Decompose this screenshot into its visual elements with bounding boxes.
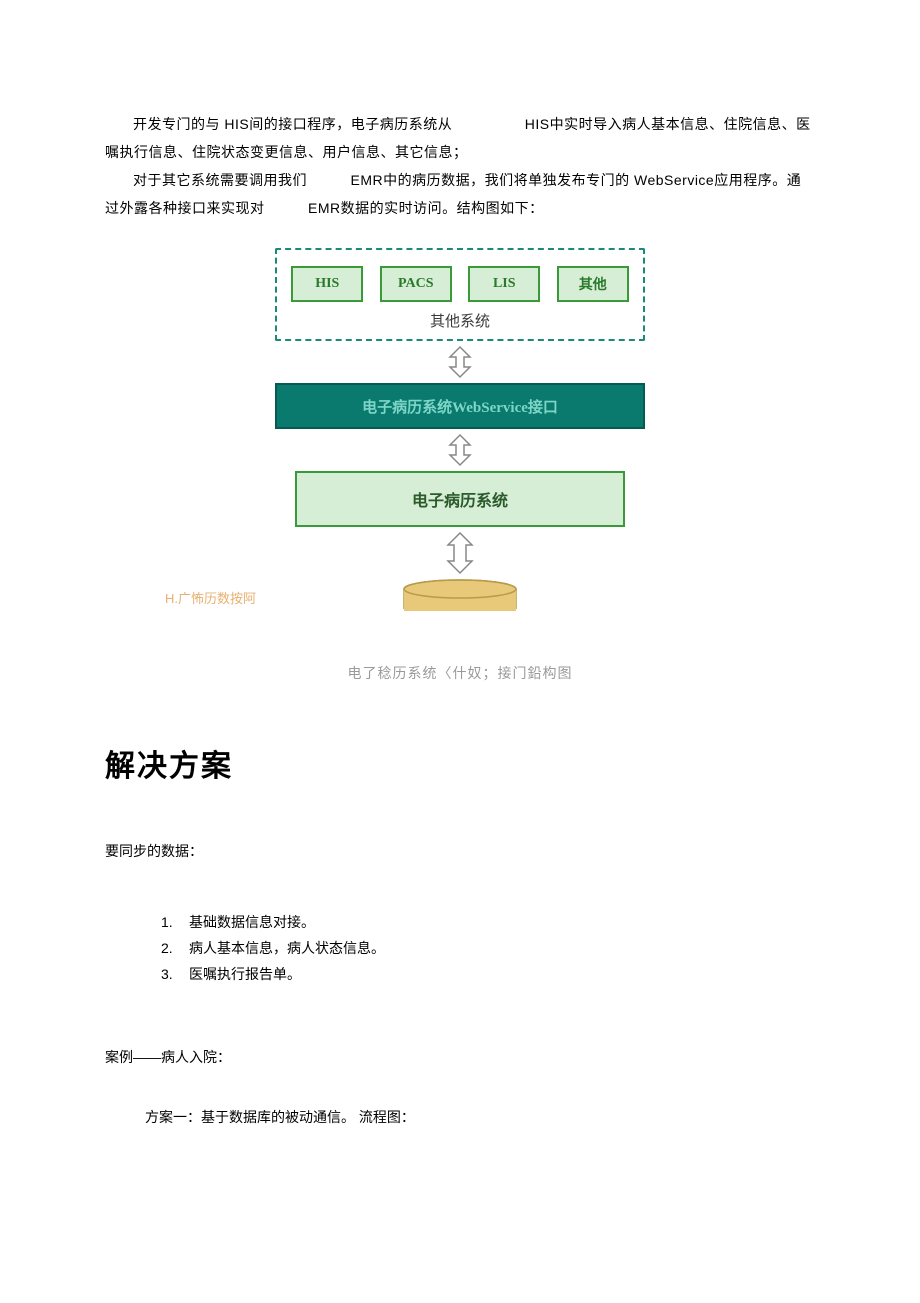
webservice-label: 电子病历系统WebService接口 (362, 396, 558, 417)
solution-heading: 解决方案 (105, 741, 815, 785)
emr-system-box: 电子病历系统 (295, 471, 625, 527)
list-item: 2.病人基本信息，病人状态信息。 (161, 935, 815, 961)
bidir-arrow-top (275, 345, 645, 379)
bidir-arrow-mid (275, 433, 645, 467)
list-item-number: 3. (161, 961, 189, 987)
emr-system-label: 电子病历系统 (412, 487, 508, 511)
system-box-其他: 其他 (557, 266, 629, 302)
list-item-number: 1. (161, 909, 189, 935)
case-label: 案例——病人入院： (105, 1047, 815, 1067)
sync-data-list: 1.基础数据信息对接。2.病人基本信息，病人状态信息。3.医嘱执行报告单。 (161, 909, 815, 987)
paragraph-2: 对于其它系统需要调用我们 EMR中的病历数据，我们将单独发布专门的 WebSer… (105, 166, 815, 222)
list-item-text: 医嘱执行报告单。 (189, 961, 301, 987)
database-cylinder (275, 579, 645, 611)
figure-caption: 电了稔历系统〈什奴；接门鉛构图 (105, 663, 815, 683)
list-item-text: 基础数据信息对接。 (189, 909, 315, 935)
bidir-arrow-bottom (275, 531, 645, 575)
list-item: 1.基础数据信息对接。 (161, 909, 815, 935)
system-box-pacs: PACS (380, 266, 452, 302)
other-systems-caption: 其他系统 (287, 310, 633, 331)
system-box-his: HIS (291, 266, 363, 302)
plan-one-label: 方案一：基于数据库的被动通信。 流程图： (145, 1107, 815, 1127)
sync-data-label: 要同步的数据： (105, 841, 815, 861)
architecture-diagram: HIS PACS LIS 其他 其他系统 电子病历系统WebService接口 电子病… (105, 248, 815, 611)
list-item-text: 病人基本信息，病人状态信息。 (189, 935, 385, 961)
webservice-box: 电子病历系统WebService接口 (275, 383, 645, 429)
system-box-lis: LIS (468, 266, 540, 302)
list-item: 3.医嘱执行报告单。 (161, 961, 815, 987)
list-item-number: 2. (161, 935, 189, 961)
side-annotation: H.广怖历数按阿 (165, 588, 256, 607)
other-systems-group: HIS PACS LIS 其他 其他系统 (275, 248, 645, 341)
paragraph-1: 开发专门的与 HIS间的接口程序，电子病历系统从 HIS中实时导入病人基本信息、… (105, 110, 815, 166)
